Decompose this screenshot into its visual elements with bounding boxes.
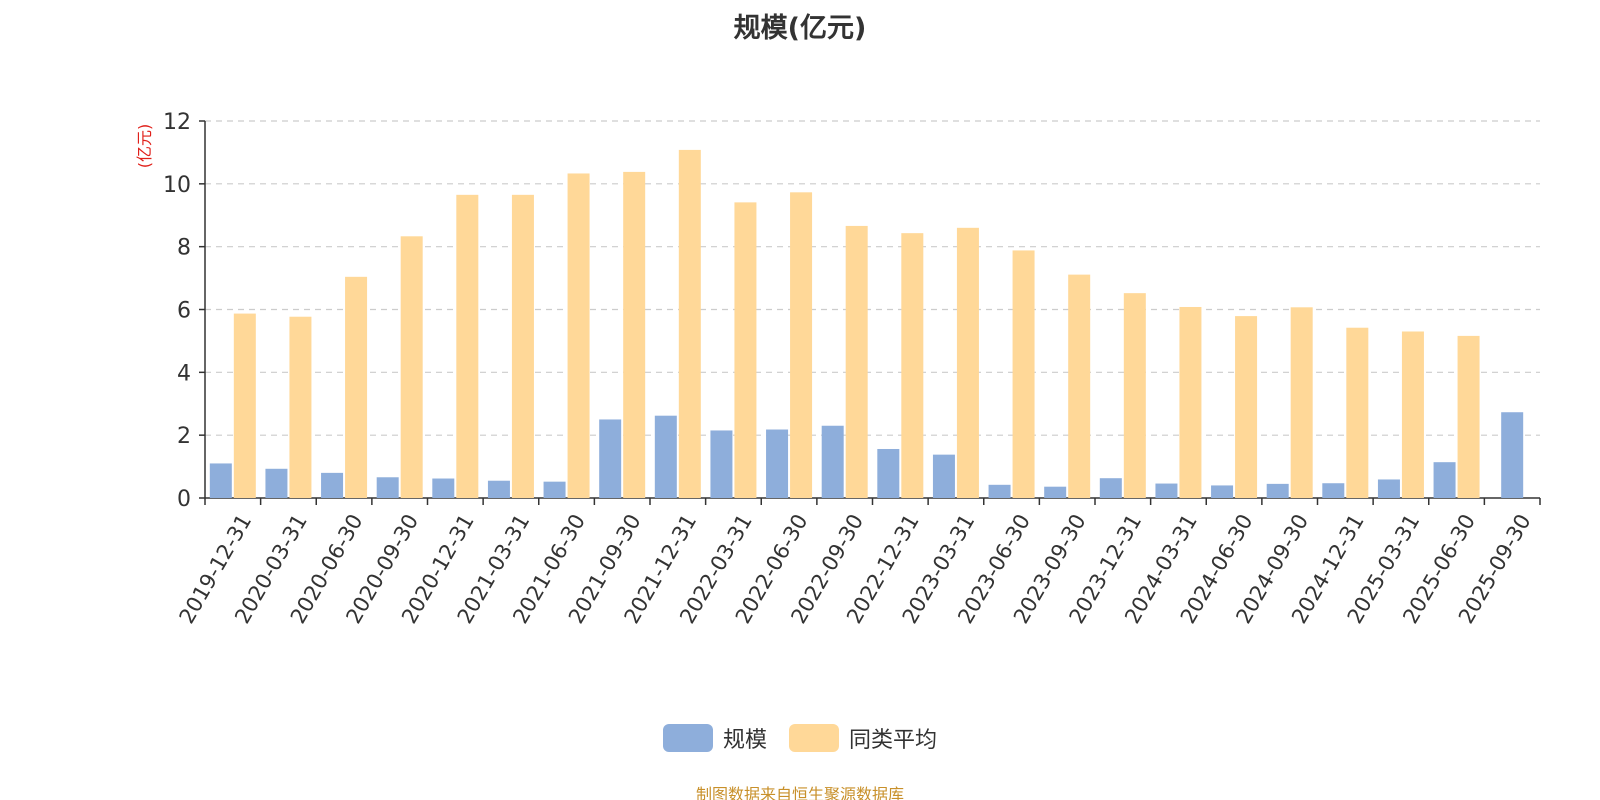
bar-series2[interactable] (956, 227, 979, 499)
bar-series2[interactable] (1290, 307, 1313, 498)
bar-series2[interactable] (289, 316, 312, 498)
bar-series1[interactable] (1322, 483, 1345, 498)
bar-series1[interactable] (1501, 412, 1524, 498)
bar-series1[interactable] (877, 448, 900, 498)
legend-item-series2[interactable]: 同类平均 (789, 722, 937, 754)
legend-swatch-series2 (789, 724, 839, 752)
gridlines (205, 120, 1540, 436)
bar-series1[interactable] (932, 454, 955, 498)
bar-series2[interactable] (567, 173, 590, 499)
y-tick-label: 12 (163, 110, 191, 135)
axes (199, 120, 1541, 505)
bar-series1[interactable] (376, 477, 399, 498)
y-tick-label: 10 (163, 173, 191, 198)
bar-series1[interactable] (766, 429, 789, 498)
bar-series2[interactable] (1346, 327, 1369, 498)
bar-series2[interactable] (845, 225, 868, 498)
bar-series1[interactable] (1211, 485, 1234, 498)
legend: 规模 同类平均 (0, 722, 1600, 754)
y-tick-label: 4 (177, 361, 191, 386)
bar-series2[interactable] (1457, 335, 1480, 498)
bar-series1[interactable] (432, 478, 455, 498)
bar-series1[interactable] (1044, 486, 1067, 498)
bar-series2[interactable] (456, 194, 479, 498)
bar-series1[interactable] (265, 468, 288, 498)
bar-series1[interactable] (821, 425, 844, 498)
bar-series1[interactable] (321, 472, 344, 498)
bar-series1[interactable] (543, 481, 566, 498)
bar-series2[interactable] (623, 171, 646, 498)
y-tick-label: 6 (177, 299, 191, 324)
bar-series2[interactable] (901, 233, 924, 498)
legend-label-series2: 同类平均 (849, 728, 938, 753)
bar-series2[interactable] (1123, 293, 1146, 498)
bar-series1[interactable] (599, 419, 622, 498)
bar-series2[interactable] (1401, 331, 1424, 498)
bar-series2[interactable] (734, 202, 757, 498)
legend-swatch-series1 (662, 724, 713, 752)
bar-series2[interactable] (400, 236, 423, 498)
y-tick-label: 8 (177, 236, 191, 261)
bar-series2[interactable] (1179, 306, 1202, 498)
bar-series1[interactable] (1377, 479, 1400, 498)
bar-series1[interactable] (487, 480, 510, 498)
bar-series2[interactable] (790, 192, 813, 498)
y-tick-labels: 0 2 4 6 8 10 12 (163, 110, 191, 512)
bar-series1[interactable] (654, 415, 677, 498)
bar-series1[interactable] (1433, 462, 1456, 498)
bar-series2[interactable] (1068, 274, 1091, 498)
legend-label-series1: 规模 (722, 728, 767, 753)
y-axis-label: (亿元) (135, 124, 154, 169)
bar-series1[interactable] (1155, 483, 1178, 498)
bar-series1[interactable] (988, 484, 1011, 498)
bar-series1[interactable] (710, 430, 733, 498)
y-tick-label: 0 (177, 487, 191, 512)
legend-item-series1[interactable]: 规模 (662, 722, 767, 754)
bar-series2[interactable] (345, 276, 368, 498)
bars (209, 149, 1524, 499)
bar-series2[interactable] (233, 313, 256, 498)
bar-series2[interactable] (1235, 316, 1258, 498)
bar-series2[interactable] (511, 194, 534, 498)
x-tick-labels: 2019-12-312020-03-312020-06-302020-09-30… (175, 510, 1536, 628)
chart-title: 规模(亿元) (733, 13, 867, 44)
y-tick-label: 2 (177, 424, 191, 449)
bar-series2[interactable] (1012, 250, 1035, 498)
source-note: 制图数据来自恒生聚源数据库 (695, 785, 904, 800)
bar-series1[interactable] (1266, 483, 1289, 498)
bar-series2[interactable] (678, 149, 701, 499)
bar-series1[interactable] (209, 463, 232, 498)
bar-series1[interactable] (1099, 478, 1122, 498)
